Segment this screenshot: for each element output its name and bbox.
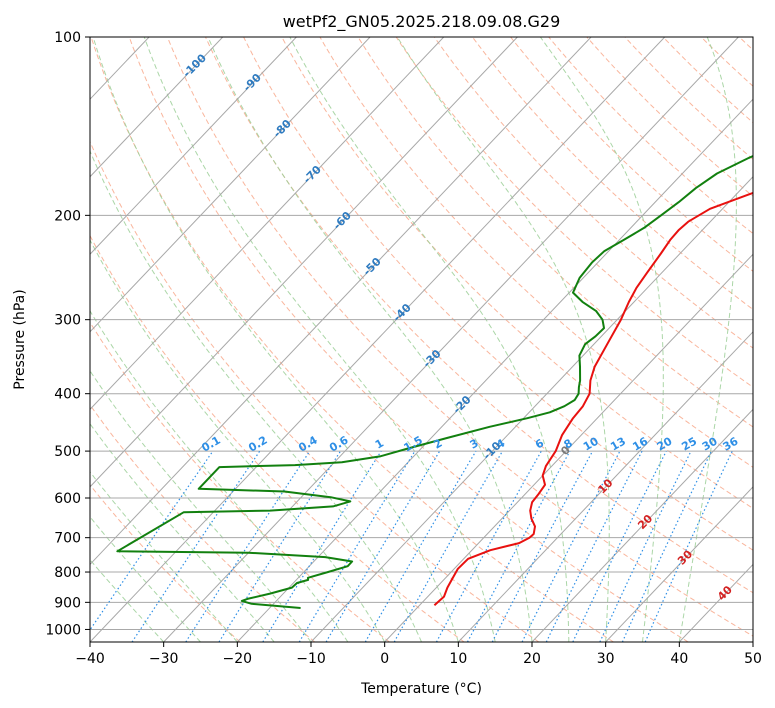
dry-adiabat: [472, 37, 753, 311]
dewpoint-profile-line: [116, 154, 753, 609]
dry-adiabat: [166, 37, 753, 637]
mixing-ratio-line: [262, 450, 382, 642]
dry-adiabat: [90, 140, 540, 642]
y-axis-title: Pressure (hPa): [12, 289, 28, 389]
dry-adiabat: [433, 37, 753, 349]
x-axis-title: Temperature (°C): [360, 681, 482, 697]
x-tick-label: 40: [670, 651, 688, 667]
x-tick-label: −30: [149, 651, 179, 667]
isotherm-line: [384, 253, 753, 642]
mixing-ratio-line: [644, 450, 733, 642]
y-tick-label: 100: [54, 30, 81, 46]
y-tick-label: 1000: [45, 622, 81, 638]
dry-adiabat: [243, 37, 753, 551]
mixing-ratio-line: [185, 450, 311, 642]
profiles: [116, 154, 753, 609]
x-tick-label: −40: [75, 651, 105, 667]
plot-frame: [89, 36, 754, 643]
moist-adiabat: [678, 37, 737, 642]
isotherm-line: [90, 37, 445, 411]
isotherm-line: [457, 331, 753, 642]
isotherm-line: [90, 37, 297, 256]
isotherm-line: [90, 37, 666, 642]
y-tick-label: 800: [54, 565, 81, 581]
x-tick-label: −20: [223, 651, 253, 667]
isotherm-line: [310, 176, 753, 642]
mixing-ratio-line: [393, 450, 504, 642]
dry-adiabat: [90, 234, 465, 642]
moist-adiabat: [90, 369, 312, 642]
moist-adiabat: [90, 149, 422, 642]
dry-adiabat: [357, 37, 753, 428]
y-tick-label: 600: [54, 491, 81, 507]
mixing-ratio-line: [298, 450, 416, 642]
moist-adiabat: [90, 471, 238, 642]
x-tick-label: 50: [744, 651, 762, 667]
moist-adiabat: [90, 309, 349, 642]
mixing-ratio-line: [131, 450, 261, 642]
dry-adiabat: [281, 37, 753, 509]
mixing-ratio-line: [545, 450, 643, 642]
moist-adiabat: [143, 37, 496, 642]
x-tick-label: 10: [449, 651, 467, 667]
isotherm-line: [90, 37, 224, 178]
chart-title: wetPf2_GN05.2025.218.09.08.G29: [283, 12, 561, 32]
background-lines: [90, 37, 753, 642]
dry-adiabat: [128, 37, 689, 642]
dry-adiabat: [624, 37, 753, 160]
isotherm-line: [531, 408, 753, 642]
y-tick-label: 500: [54, 444, 81, 460]
moist-adiabat: [396, 37, 610, 642]
y-tick-label: 200: [54, 208, 81, 224]
y-tick-label: 900: [54, 595, 81, 611]
x-tick-label: 30: [597, 651, 615, 667]
isotherm-line: [236, 98, 753, 642]
x-tick-label: 20: [523, 651, 541, 667]
mixing-ratio-line: [435, 450, 542, 642]
isotherm-line: [163, 37, 739, 642]
x-tick-label: −10: [296, 651, 326, 667]
dry-adiabat: [586, 37, 753, 197]
x-tick-label: 0: [380, 651, 389, 667]
y-tick-label: 700: [54, 531, 81, 547]
moist-adiabat: [90, 558, 165, 642]
y-tick-label: 300: [54, 313, 81, 329]
moist-adiabat: [90, 238, 386, 642]
isotherm-line: [90, 37, 371, 333]
y-tick-label: 400: [54, 387, 81, 403]
mixing-ratio-line: [90, 450, 214, 631]
mixing-ratio-line: [466, 450, 571, 642]
moist-adiabat: [289, 37, 570, 642]
mixing-ratio-line: [572, 450, 667, 642]
isotherm-line: [90, 37, 518, 488]
dry-adiabat: [90, 321, 390, 642]
dry-adiabat: [319, 37, 753, 468]
moist-adiabat: [90, 516, 201, 642]
moist-adiabat: [539, 37, 664, 642]
mixing-ratio-line: [218, 450, 342, 642]
dry-adiabat: [205, 37, 753, 594]
temperature-profile-line: [433, 191, 753, 606]
axis-ticks: −40 −30 −20 −10 0 10 20 30 40 50 100 200 300 400 500 60…: [45, 30, 762, 667]
isotherm-line: [90, 37, 592, 566]
isotherm-line: [605, 486, 753, 642]
